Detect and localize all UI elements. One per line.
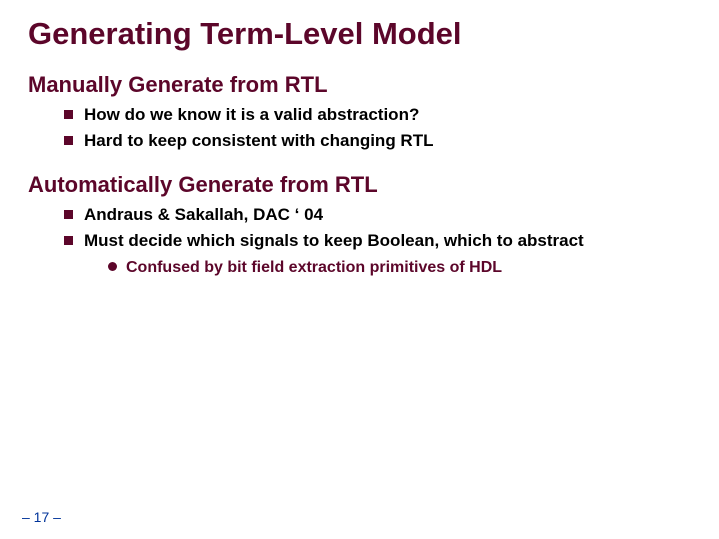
section-heading: Manually Generate from RTL (28, 72, 695, 98)
bullet-text: How do we know it is a valid abstraction… (84, 105, 419, 124)
list-item: Andraus & Sakallah, DAC ‘ 04 (64, 204, 695, 226)
bullet-text: Must decide which signals to keep Boolea… (84, 231, 584, 250)
bullet-text: Confused by bit field extraction primiti… (126, 259, 502, 276)
list-item: Confused by bit field extraction primiti… (108, 258, 695, 279)
page-number: – 17 – (22, 509, 61, 525)
section-1: Manually Generate from RTL How do we kno… (28, 72, 695, 152)
section-heading: Automatically Generate from RTL (28, 172, 695, 198)
list-item: How do we know it is a valid abstraction… (64, 104, 695, 126)
list-item: Must decide which signals to keep Boolea… (64, 230, 695, 279)
list-item: Hard to keep consistent with changing RT… (64, 130, 695, 152)
slide: Generating Term-Level Model Manually Gen… (0, 0, 719, 539)
bullet-list: Andraus & Sakallah, DAC ‘ 04 Must decide… (28, 204, 695, 279)
sub-bullet-list: Confused by bit field extraction primiti… (84, 258, 695, 279)
section-2: Automatically Generate from RTL Andraus … (28, 172, 695, 279)
bullet-text: Andraus & Sakallah, DAC ‘ 04 (84, 205, 323, 224)
bullet-text: Hard to keep consistent with changing RT… (84, 131, 433, 150)
slide-title: Generating Term-Level Model (28, 16, 695, 52)
bullet-list: How do we know it is a valid abstraction… (28, 104, 695, 152)
